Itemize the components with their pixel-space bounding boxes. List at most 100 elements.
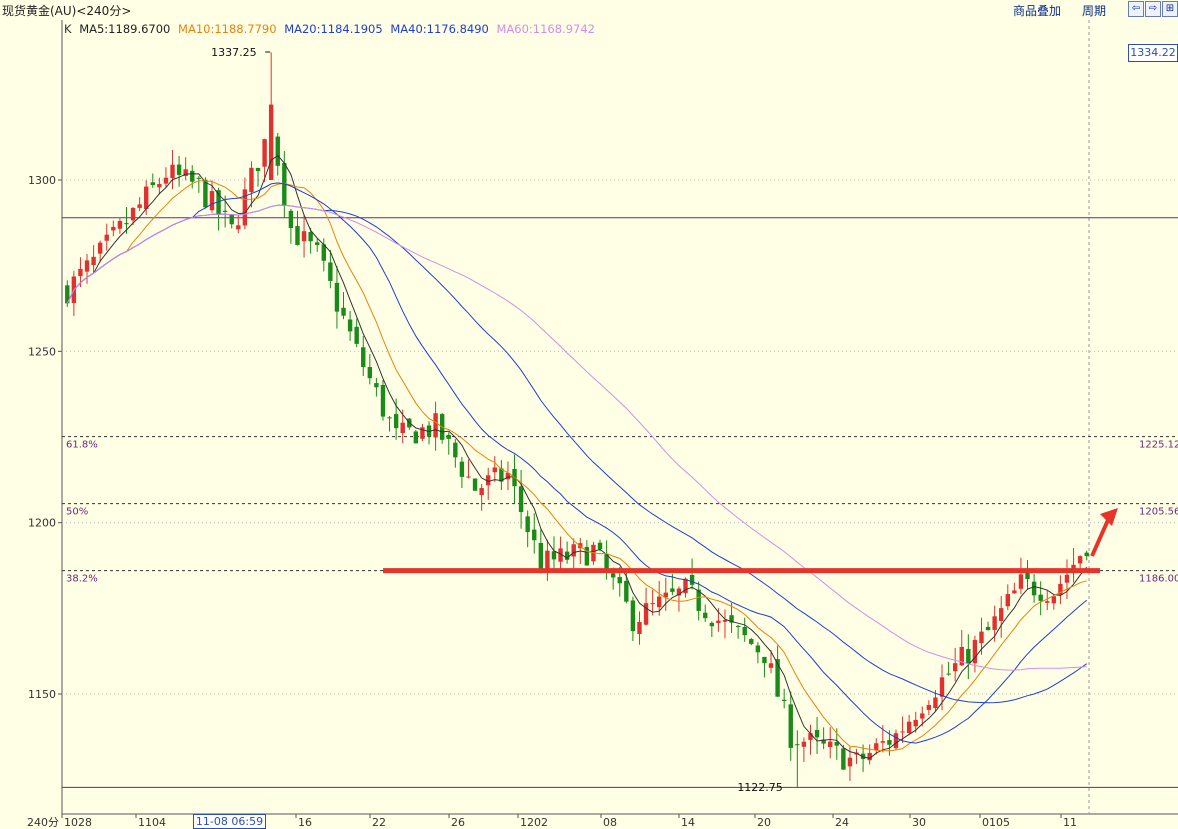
candle-body [459,461,465,477]
candle-body [814,729,820,738]
candle-body [157,183,162,188]
x-tick-label: 11 [1063,816,1077,827]
x-tick-label: 16 [298,816,312,827]
candle-body [130,207,136,221]
candle-body [1038,594,1043,601]
candle-body [926,704,932,710]
candle-body [255,167,261,172]
candle-body [308,232,313,242]
candle-body [979,631,984,644]
candles-group [65,52,1089,788]
high-price-label: 1337.25 [211,46,257,59]
candle-body [400,422,405,434]
candle-body [617,576,622,584]
x-tick-label: 24 [835,816,849,827]
candle-body [742,627,747,636]
candle-body [663,592,668,598]
candle-body [1025,569,1030,580]
candle-body [104,234,109,241]
candle-body [867,752,872,761]
candle-body [900,731,905,733]
fib-price-label: 1205.56 [1139,507,1178,518]
candle-body [972,639,978,664]
candle-body [670,588,675,592]
period-button[interactable]: 周期 [1082,4,1107,18]
candle-body [630,600,636,632]
candle-body [584,546,590,566]
candle-body [176,164,182,175]
candle-body [775,659,780,697]
scroll-left-icon[interactable]: ⇦ [1128,1,1144,17]
candle-body [328,262,333,281]
candle-body [768,663,774,668]
candle-body [288,210,294,229]
legend-ma60: MA60:1168.9742 [496,22,596,36]
candle-body [1077,556,1083,564]
candle-body [150,182,155,186]
candle-body [446,434,451,439]
candle-body [893,733,899,749]
candle-body [1045,601,1050,603]
candle-body [472,478,478,491]
legend-ma40: MA40:1176.8490 [390,22,489,36]
candle-body [952,663,958,672]
candle-body [262,139,267,167]
candle-body [1058,583,1063,595]
candle-body [144,186,149,209]
candle-body [91,256,96,265]
y-tick-label: 1200 [28,517,56,530]
candle-body [282,163,287,206]
candle-body [657,596,662,608]
candle-body [643,603,649,625]
candle-body [117,221,123,229]
scroll-right-icon[interactable]: ⇨ [1145,1,1161,17]
x-tick-label: 20 [757,816,771,827]
x-tick-label: 1104 [138,816,166,827]
candle-body [992,616,997,630]
candle-body [558,548,563,562]
candle-body [479,488,484,495]
candle-body [361,347,366,368]
candle-body [683,578,688,594]
candle-body [301,231,307,242]
candle-body [762,656,767,664]
candle-body [1031,581,1037,596]
candle-body [275,136,280,166]
candle-body [571,544,576,557]
candle-body [374,383,379,388]
y-tick-label: 1150 [28,688,56,701]
candle-body [341,307,346,316]
candle-body [196,177,202,179]
candle-body [1051,596,1057,604]
x-tick-label: 26 [451,816,465,827]
legend-ma10: MA10:1188.7790 [178,22,277,36]
chart-title: 现货黄金(AU)<240分> [2,4,132,18]
ma20-line [66,182,1088,744]
candle-body [538,542,544,572]
candle-body [216,190,221,215]
last-price-label: 1334.22 [1128,44,1178,62]
x-tick-label: 1028 [64,816,92,827]
candle-body [183,169,188,177]
candle-body [722,619,728,622]
ma5-line [66,154,1088,759]
candle-body [295,226,300,245]
candle-body [709,622,715,627]
commodity-overlay-button[interactable]: 商品叠加 [1013,4,1062,18]
candle-body [913,719,918,727]
candle-body [735,625,741,627]
candle-body [347,319,353,332]
candle-body [203,179,208,208]
candle-body [795,744,800,746]
candle-body [492,467,497,473]
candle-body [453,442,458,458]
candle-body [268,104,274,180]
candle-body [163,177,169,184]
candle-body [828,741,833,748]
candle-body [532,529,537,541]
candle-body [1084,552,1089,557]
candle-body [387,417,392,419]
candle-body [650,603,655,605]
candle-body [610,573,616,578]
